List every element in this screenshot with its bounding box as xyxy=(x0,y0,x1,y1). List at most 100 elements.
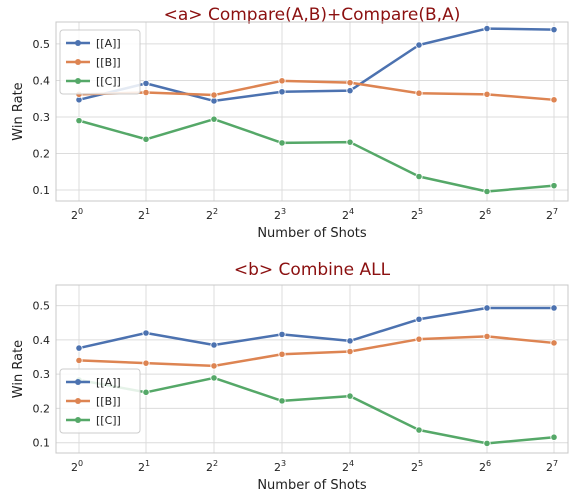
y-axis-label: Win Rate xyxy=(11,340,26,398)
data-point xyxy=(210,362,218,370)
x-tick-label: 27 xyxy=(546,459,558,474)
legend-marker xyxy=(75,78,81,84)
data-point xyxy=(550,26,558,34)
data-point xyxy=(278,139,286,147)
data-point xyxy=(210,115,218,123)
x-tick-label: 24 xyxy=(342,207,354,222)
x-tick-label: 25 xyxy=(411,459,423,474)
legend-label: [[A]] xyxy=(96,37,121,50)
data-point xyxy=(210,374,218,382)
data-point xyxy=(550,339,558,347)
series-line-1 xyxy=(78,306,554,350)
data-point xyxy=(75,344,83,352)
legend-marker xyxy=(75,40,81,46)
data-point xyxy=(278,397,286,405)
data-point xyxy=(142,388,150,396)
x-tick-label: 26 xyxy=(479,459,491,474)
plot-frame xyxy=(55,21,569,202)
data-point xyxy=(415,426,423,434)
y-tick-label: 0.2 xyxy=(33,148,51,161)
x-tick-label: 21 xyxy=(138,459,150,474)
legend-label: [[C]] xyxy=(96,75,121,88)
y-tick-label: 0.2 xyxy=(33,402,51,415)
x-tick-label: 25 xyxy=(411,207,423,222)
legend-label: [[B]] xyxy=(96,56,121,69)
data-point xyxy=(346,337,354,345)
data-point xyxy=(142,79,150,87)
data-point xyxy=(415,89,423,97)
y-tick-label: 0.1 xyxy=(33,437,51,450)
y-tick-label: 0.1 xyxy=(33,184,51,197)
series-line-2 xyxy=(78,335,555,368)
legend-marker xyxy=(75,398,81,404)
data-point xyxy=(415,335,423,343)
data-point xyxy=(142,88,150,97)
plot-frame xyxy=(55,284,569,454)
data-point xyxy=(346,347,354,356)
data-point xyxy=(415,172,423,181)
y-tick-label: 0.3 xyxy=(33,111,51,124)
data-point xyxy=(210,91,218,99)
x-tick-label: 26 xyxy=(479,207,491,222)
data-point xyxy=(550,304,558,312)
data-point xyxy=(278,330,286,338)
chart-title: <a> Compare(A,B)+Compare(B,A) xyxy=(164,5,461,25)
data-point xyxy=(550,182,558,190)
y-tick-label: 0.4 xyxy=(33,74,51,87)
x-tick-label: 21 xyxy=(138,207,150,222)
series-line-3 xyxy=(78,376,555,445)
data-point xyxy=(415,41,423,49)
data-point xyxy=(278,350,286,358)
x-axis-label: Number of Shots xyxy=(257,478,367,493)
data-point xyxy=(75,117,83,125)
y-tick-label: 0.5 xyxy=(33,38,51,51)
series-line-2 xyxy=(78,79,555,102)
x-tick-label: 22 xyxy=(206,207,218,222)
data-point xyxy=(483,439,491,447)
data-point xyxy=(550,433,558,441)
data-point xyxy=(142,135,150,143)
x-tick-label: 23 xyxy=(274,459,286,474)
legend-marker xyxy=(75,417,81,423)
y-tick-label: 0.5 xyxy=(33,300,51,313)
data-point xyxy=(483,90,491,98)
data-point xyxy=(75,356,83,365)
legend-marker xyxy=(75,379,81,385)
data-point xyxy=(278,88,286,96)
legend-marker xyxy=(75,59,81,65)
chart-title: <b> Combine ALL xyxy=(234,260,391,280)
legend-label: [[C]] xyxy=(96,414,121,427)
data-point xyxy=(483,187,491,196)
x-tick-label: 20 xyxy=(71,207,83,222)
data-point xyxy=(142,329,150,337)
data-point xyxy=(550,96,558,104)
legend-box xyxy=(59,368,141,434)
data-point xyxy=(346,138,354,146)
data-point xyxy=(278,77,286,85)
data-point xyxy=(483,304,491,312)
legend-label: [[A]] xyxy=(96,376,121,389)
x-tick-label: 22 xyxy=(206,459,218,474)
y-axis-label: Win Rate xyxy=(11,82,26,140)
y-tick-label: 0.4 xyxy=(33,334,51,347)
data-point xyxy=(346,392,354,400)
legend-label: [[B]] xyxy=(96,395,121,408)
x-tick-label: 20 xyxy=(71,459,83,474)
series-line-3 xyxy=(78,117,555,193)
data-point xyxy=(142,359,150,367)
x-axis-label: Number of Shots xyxy=(257,226,367,241)
data-point xyxy=(483,332,491,341)
data-point xyxy=(210,341,218,349)
data-point xyxy=(210,97,218,105)
chart-panel-2: <b> Combine ALL 20 21 22 23 24 25 26 27 0.1 0.2 0.3… xyxy=(11,260,569,493)
y-tick-label: 0.3 xyxy=(33,368,51,381)
data-point xyxy=(346,79,354,87)
x-tick-label: 24 xyxy=(342,459,354,474)
data-point xyxy=(346,87,354,95)
data-point xyxy=(415,315,423,323)
x-tick-label: 27 xyxy=(546,207,558,222)
x-tick-label: 23 xyxy=(274,207,286,222)
legend-box xyxy=(59,29,141,95)
chart-panel-1: <a> Compare(A,B)+Compare(B,A) 20 21 22 23 24 2… xyxy=(11,5,569,241)
